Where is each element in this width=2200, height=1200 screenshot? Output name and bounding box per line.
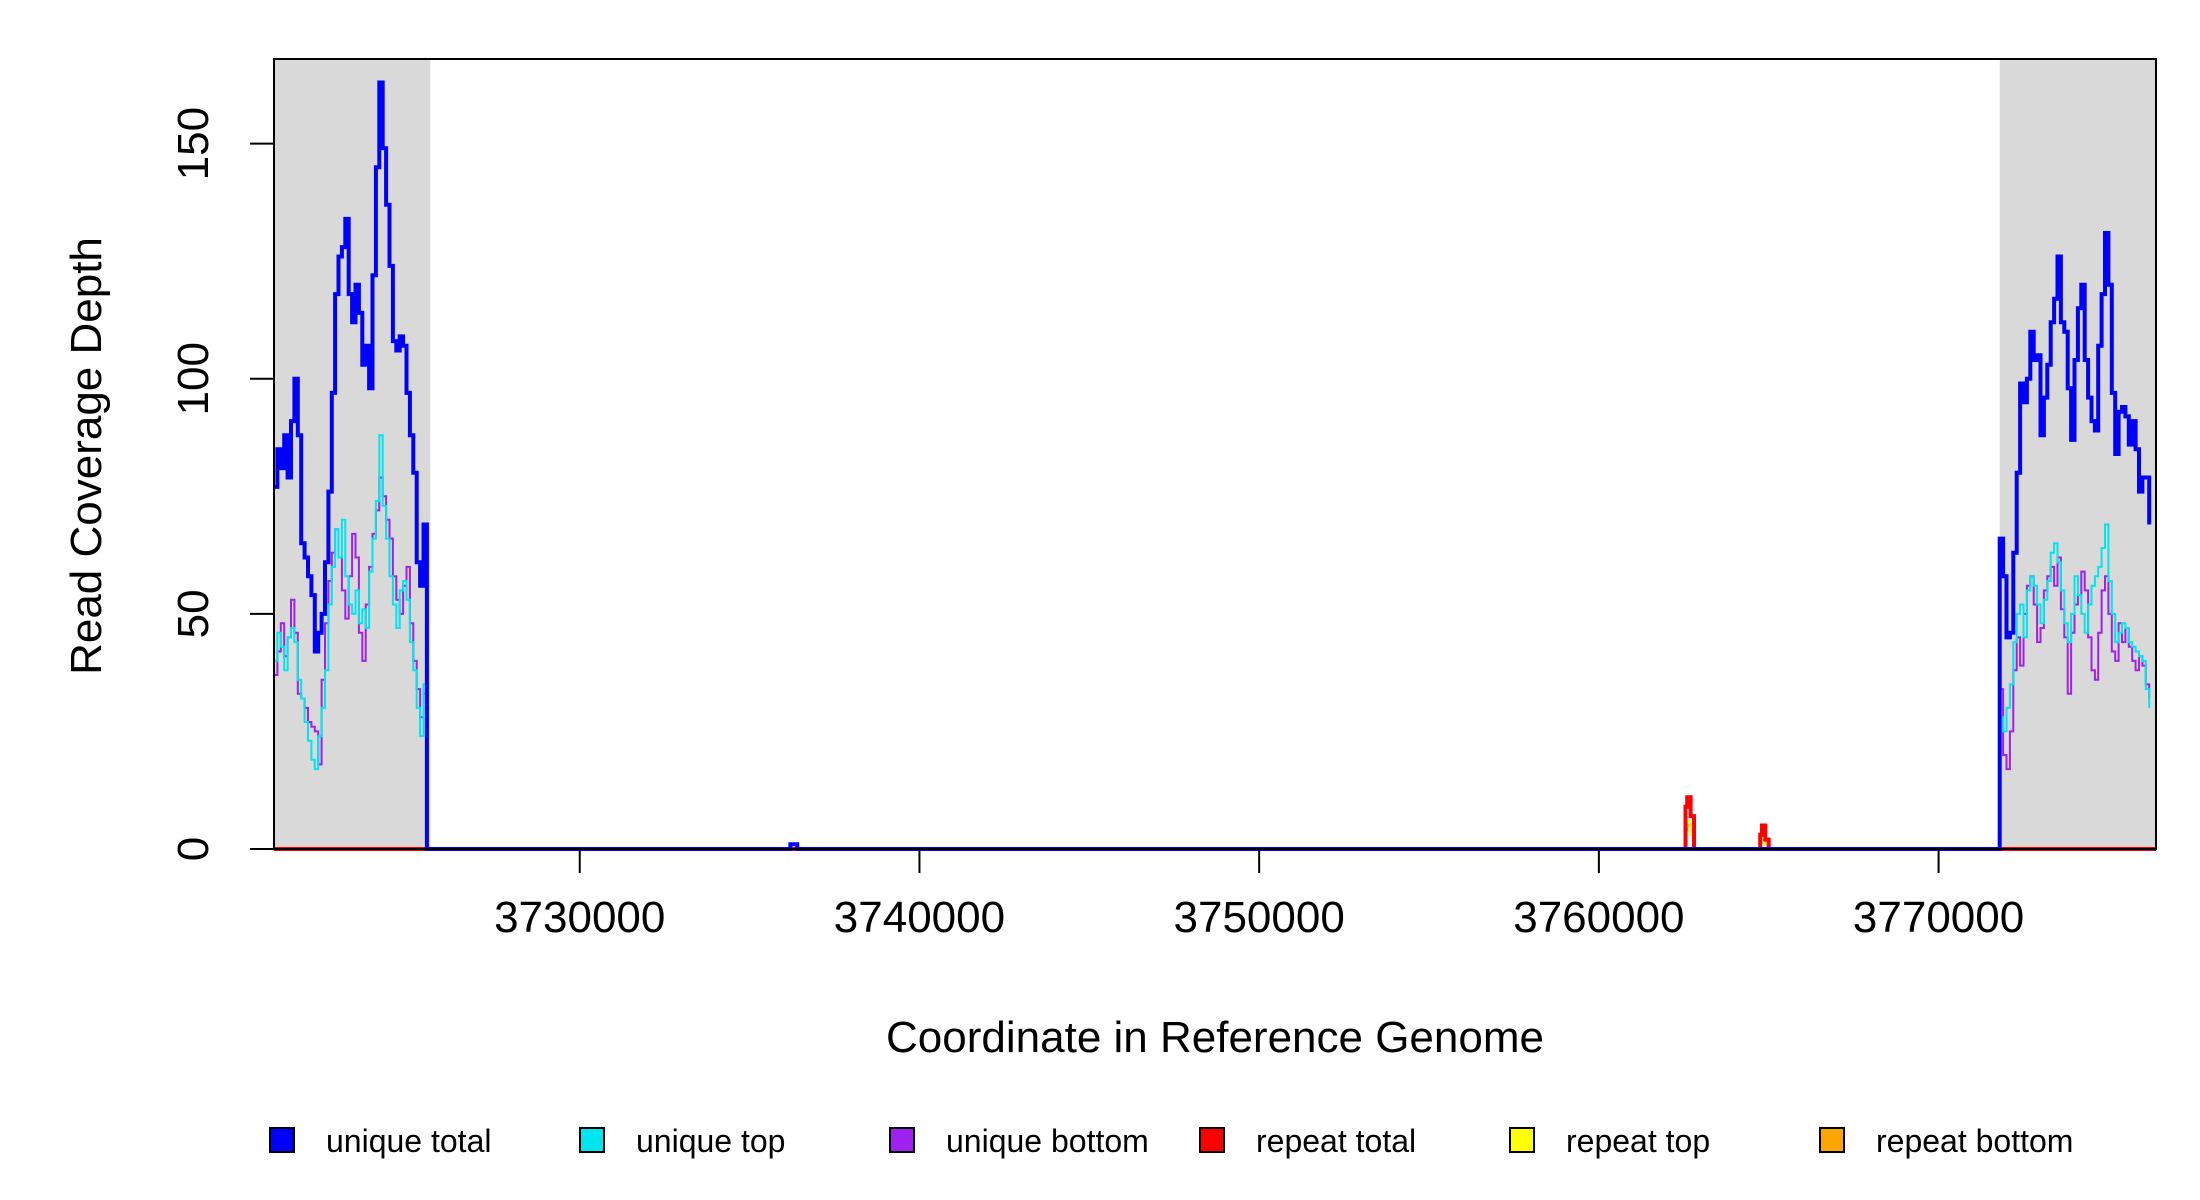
axes: 3730000 3740000 3750000 3760000 3770000 0 50 10… xyxy=(169,107,2024,942)
y-tick-label: 150 xyxy=(169,107,218,180)
y-tick-label: 50 xyxy=(169,589,218,638)
x-tick-label: 3760000 xyxy=(1513,893,1684,942)
legend-item-unique-top: unique top xyxy=(579,1123,785,1159)
series-unique-total xyxy=(274,80,2152,851)
legend-swatch xyxy=(1509,1127,1535,1153)
legend-swatch xyxy=(1819,1127,1845,1153)
x-tick-label: 3770000 xyxy=(1853,893,2024,942)
legend-item-repeat-bottom: repeat bottom xyxy=(1819,1123,2073,1159)
x-axis-title: Coordinate in Reference Genome xyxy=(886,1013,1544,1062)
shaded-regions xyxy=(274,59,2156,849)
y-tick-label: 100 xyxy=(169,342,218,415)
legend-swatch xyxy=(1199,1127,1225,1153)
plot-frame xyxy=(273,58,2157,850)
series-repeat-bottom xyxy=(274,824,2156,850)
legend-label: unique bottom xyxy=(946,1123,1149,1159)
legend-label: repeat bottom xyxy=(1876,1123,2073,1159)
series-lines xyxy=(274,80,2156,851)
series-repeat-top xyxy=(274,819,2156,850)
legend-item-repeat-top: repeat top xyxy=(1509,1123,1710,1159)
x-tick-label: 3740000 xyxy=(834,893,1005,942)
y-axis-title: Read Coverage Depth xyxy=(62,237,111,675)
legend-label: unique top xyxy=(636,1123,785,1159)
legend-item-unique-bottom: unique bottom xyxy=(889,1123,1149,1159)
series-unique-bottom xyxy=(274,476,2151,850)
legend-label: repeat top xyxy=(1566,1123,1710,1159)
legend: unique total unique top unique bottom repea… xyxy=(269,1123,2073,1159)
y-tick-label: 0 xyxy=(169,837,218,861)
x-tick-label: 3750000 xyxy=(1174,893,1345,942)
legend-swatch xyxy=(889,1127,915,1153)
legend-swatch xyxy=(579,1127,605,1153)
legend-label: unique total xyxy=(326,1123,491,1159)
shaded-region-1 xyxy=(274,59,431,849)
legend-item-unique-total: unique total xyxy=(269,1123,491,1159)
legend-label: repeat total xyxy=(1256,1123,1416,1159)
legend-item-repeat-total: repeat total xyxy=(1199,1123,1416,1159)
shaded-region-2 xyxy=(1999,59,2156,849)
series-unique-top xyxy=(274,434,2151,850)
series-repeat-total xyxy=(274,795,2156,851)
legend-swatch xyxy=(269,1127,295,1153)
x-tick-label: 3730000 xyxy=(494,893,665,942)
